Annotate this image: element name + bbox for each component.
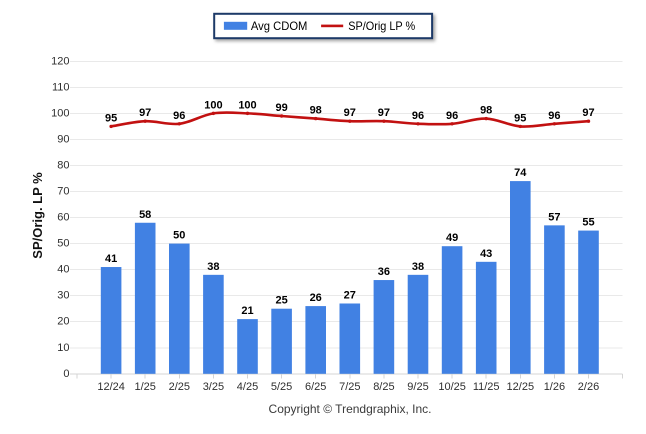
svg-text:36: 36	[378, 266, 390, 278]
svg-text:2/25: 2/25	[169, 381, 190, 393]
svg-text:98: 98	[310, 105, 322, 117]
svg-text:10/25: 10/25	[438, 381, 466, 393]
svg-text:60: 60	[57, 212, 69, 224]
svg-text:55: 55	[582, 217, 594, 229]
svg-text:57: 57	[548, 211, 560, 223]
svg-text:3/25: 3/25	[203, 381, 224, 393]
svg-text:1/26: 1/26	[544, 381, 565, 393]
svg-text:110: 110	[52, 81, 70, 93]
svg-text:Copyright © Trendgraphix, Inc.: Copyright © Trendgraphix, Inc.	[269, 402, 432, 416]
svg-text:4/25: 4/25	[237, 381, 258, 393]
svg-text:12/25: 12/25	[507, 381, 535, 393]
svg-text:40: 40	[57, 264, 69, 276]
svg-text:43: 43	[480, 248, 492, 260]
svg-text:26: 26	[310, 292, 322, 304]
svg-text:100: 100	[51, 107, 69, 119]
svg-text:38: 38	[412, 261, 424, 273]
svg-text:2/26: 2/26	[578, 381, 599, 393]
svg-text:Avg CDOM: Avg CDOM	[251, 19, 308, 33]
svg-text:97: 97	[582, 107, 594, 119]
svg-text:9/25: 9/25	[407, 381, 428, 393]
svg-text:97: 97	[378, 107, 390, 119]
svg-text:20: 20	[57, 316, 69, 328]
svg-text:99: 99	[275, 102, 287, 114]
svg-text:8/25: 8/25	[373, 381, 394, 393]
svg-text:27: 27	[344, 289, 356, 301]
svg-text:95: 95	[105, 112, 117, 124]
svg-text:100: 100	[238, 99, 256, 111]
svg-text:97: 97	[344, 107, 356, 119]
svg-text:6/25: 6/25	[305, 381, 326, 393]
svg-text:12/24: 12/24	[97, 381, 125, 393]
svg-text:11/25: 11/25	[473, 381, 500, 393]
svg-text:1/25: 1/25	[134, 381, 155, 393]
svg-text:49: 49	[446, 232, 458, 244]
svg-text:95: 95	[514, 112, 526, 124]
svg-text:38: 38	[207, 261, 219, 273]
svg-text:25: 25	[275, 295, 287, 307]
svg-text:96: 96	[412, 110, 424, 122]
svg-text:7/25: 7/25	[339, 381, 360, 393]
svg-text:50: 50	[173, 230, 185, 242]
svg-text:30: 30	[57, 290, 69, 302]
svg-text:90: 90	[57, 133, 69, 145]
svg-text:120: 120	[51, 55, 69, 67]
svg-text:96: 96	[173, 110, 185, 122]
svg-text:58: 58	[139, 209, 151, 221]
svg-text:SP/Orig. LP %: SP/Orig. LP %	[30, 172, 45, 259]
svg-text:0: 0	[63, 368, 69, 380]
svg-text:96: 96	[548, 110, 560, 122]
svg-text:74: 74	[514, 167, 527, 179]
svg-text:5/25: 5/25	[271, 381, 292, 393]
svg-text:97: 97	[139, 107, 151, 119]
svg-text:70: 70	[57, 186, 69, 198]
svg-text:21: 21	[241, 305, 253, 317]
svg-text:50: 50	[57, 238, 69, 250]
svg-text:96: 96	[446, 110, 458, 122]
svg-text:SP/Orig LP %: SP/Orig LP %	[348, 19, 415, 33]
svg-text:98: 98	[480, 105, 492, 117]
svg-text:41: 41	[105, 253, 117, 265]
svg-text:10: 10	[57, 342, 69, 354]
svg-text:100: 100	[204, 99, 222, 111]
svg-text:80: 80	[57, 159, 69, 171]
